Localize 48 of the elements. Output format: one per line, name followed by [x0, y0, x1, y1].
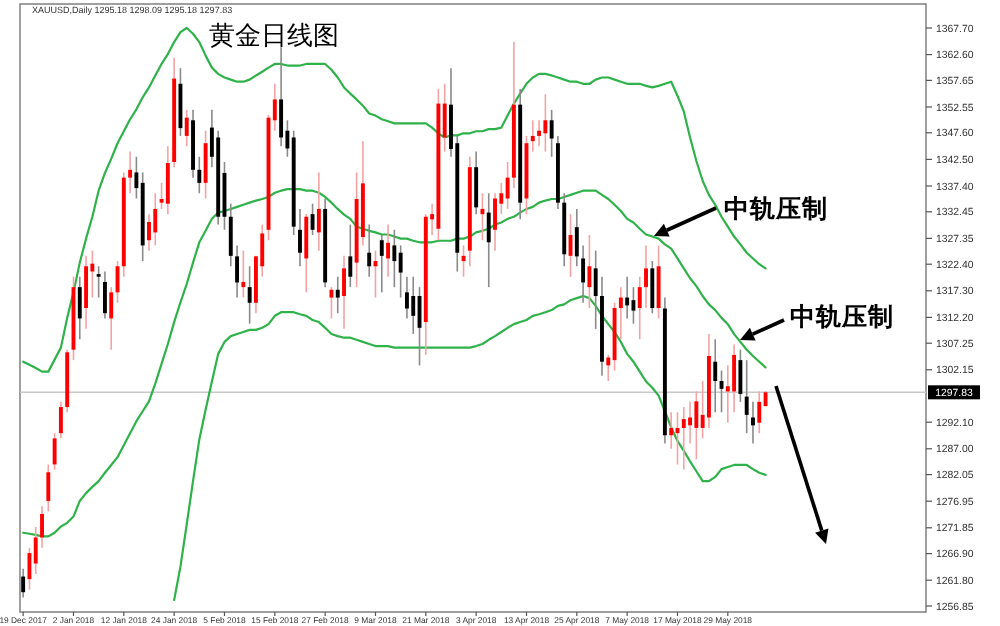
candlestick: [279, 46, 284, 148]
candlestick: [713, 338, 718, 414]
candlestick: [241, 249, 246, 299]
candlestick: [398, 244, 403, 299]
candlestick: [153, 192, 158, 247]
candlestick: [203, 129, 208, 200]
candlestick: [625, 275, 630, 320]
candlestick: [669, 411, 674, 450]
candlestick: [486, 192, 491, 288]
candlestick: [757, 390, 762, 434]
candlestick: [480, 192, 485, 242]
candlestick: [379, 234, 384, 294]
candlestick: [46, 463, 51, 513]
candlestick: [84, 255, 89, 330]
candlestick: [656, 244, 661, 320]
candlestick: [587, 234, 592, 309]
candlestick: [738, 348, 743, 403]
candlestick: [310, 202, 315, 236]
candlestick: [367, 223, 372, 278]
candlestick: [77, 275, 82, 341]
candlestick: [694, 390, 699, 461]
candlestick: [342, 255, 346, 330]
candlestick: [109, 286, 114, 351]
candlestick: [543, 93, 548, 153]
candlestick: [335, 275, 340, 315]
candlestick: [52, 432, 57, 471]
candlestick: [386, 223, 391, 278]
candlestick: [178, 67, 183, 137]
candlestick: [537, 119, 542, 148]
candlestick: [348, 223, 353, 288]
candlestick: [247, 265, 252, 325]
candlestick: [316, 171, 321, 252]
annotation: 中轨压制: [790, 303, 894, 331]
candlestick: [650, 260, 655, 315]
candlestick: [493, 192, 497, 252]
candlestick: [474, 150, 479, 215]
candlestick: [329, 286, 334, 320]
candlestick: [392, 228, 397, 288]
candlestick: [102, 270, 107, 320]
annotation: 中轨压制: [724, 195, 828, 223]
line-series: [173, 294, 767, 602]
candlestick: [751, 401, 755, 445]
candlestick: [530, 119, 535, 153]
candlestick: [304, 213, 309, 294]
text: 黄金日线图: [209, 20, 339, 50]
candlestick: [681, 406, 686, 471]
candlestick: [184, 109, 189, 148]
candlestick: [411, 275, 416, 335]
